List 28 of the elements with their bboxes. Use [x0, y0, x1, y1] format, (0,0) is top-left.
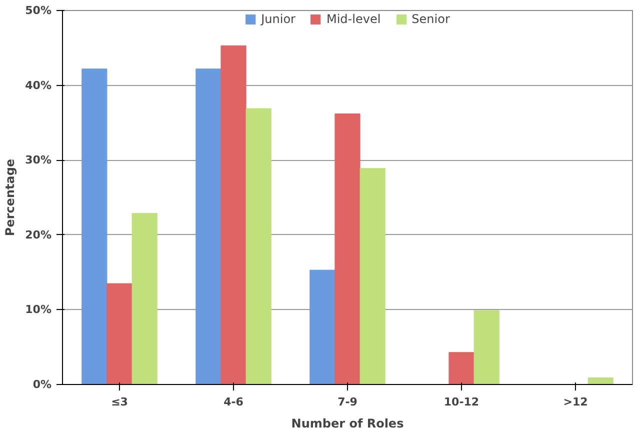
- bar: [334, 113, 360, 384]
- bar: [246, 108, 272, 384]
- bar: [82, 68, 108, 384]
- legend-label: Mid-level: [326, 12, 381, 26]
- y-axis-title: Percentage: [3, 158, 18, 236]
- y-tick-label: 40%: [25, 78, 52, 92]
- y-tick-label: 0%: [32, 378, 52, 391]
- legend-label: Senior: [412, 12, 450, 26]
- bar: [448, 352, 474, 384]
- x-axis-title: Number of Roles: [291, 416, 404, 430]
- x-tick-label: 7-9: [338, 396, 358, 408]
- bar: [220, 45, 246, 384]
- bar: [588, 378, 614, 384]
- y-tick-label: 50%: [25, 4, 52, 17]
- y-tick-label: 20%: [25, 228, 52, 242]
- bar: [106, 283, 132, 384]
- x-tick-label: 10-12: [444, 396, 480, 408]
- x-tick-label: 4-6: [224, 396, 244, 408]
- y-tick-label: 30%: [25, 154, 52, 167]
- x-tick-label: ≤3: [111, 396, 128, 408]
- bar: [132, 212, 158, 384]
- legend-label: Junior: [261, 12, 296, 26]
- bar: [474, 310, 500, 384]
- bar: [310, 270, 336, 384]
- x-tick-label: >12: [563, 396, 588, 408]
- bar: [360, 168, 386, 384]
- bar: [196, 68, 222, 384]
- y-tick-label: 10%: [25, 303, 52, 316]
